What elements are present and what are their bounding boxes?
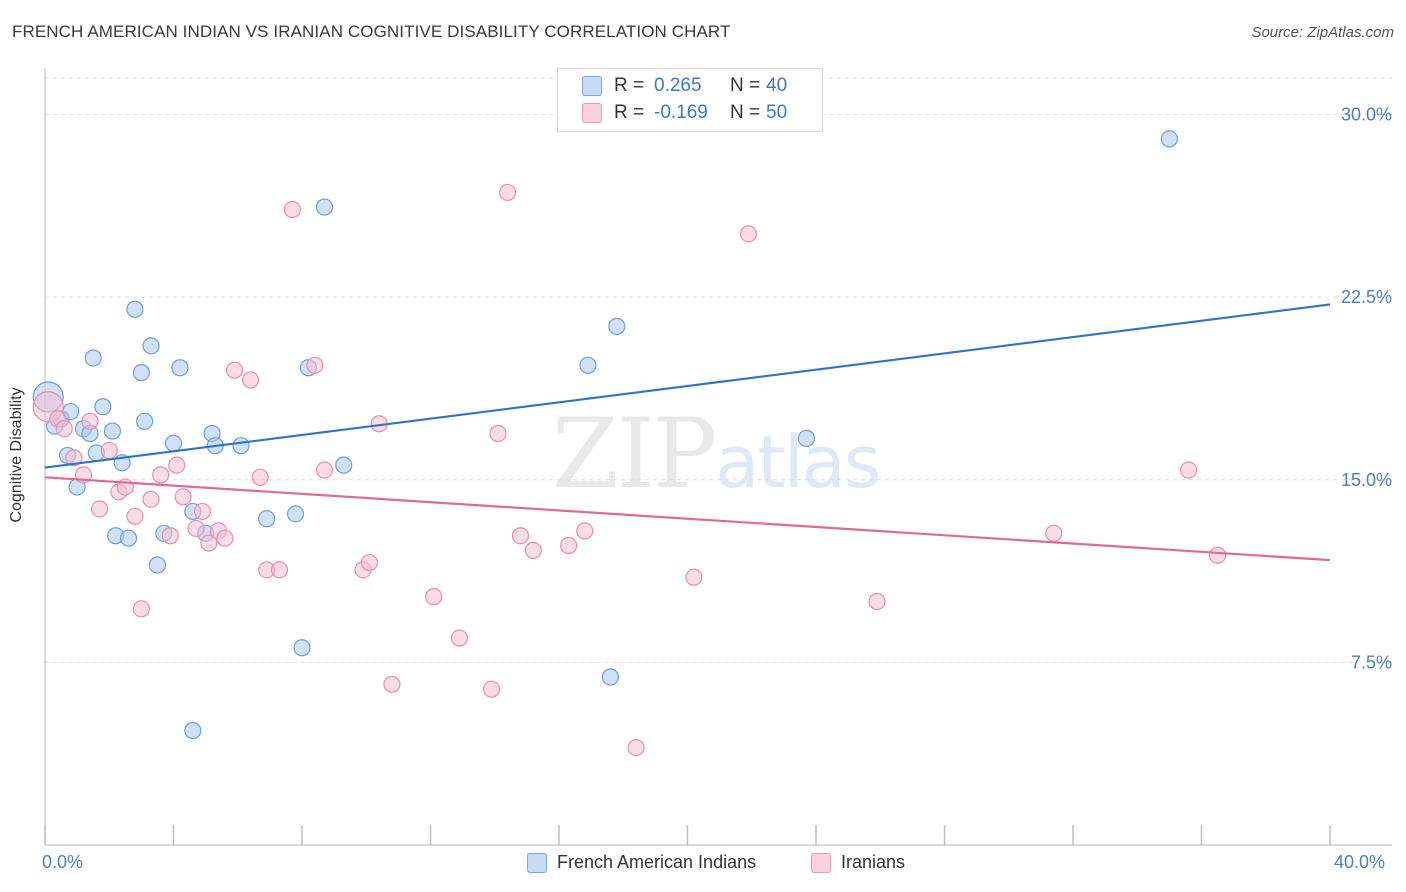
- iranian-point: [524, 541, 542, 559]
- french-american-indian-point: [94, 398, 112, 416]
- iranian-point: [576, 522, 594, 540]
- french-american-indian-point: [132, 364, 150, 382]
- chart-title: FRENCH AMERICAN INDIAN VS IRANIAN COGNIT…: [12, 22, 731, 41]
- iranian-point: [270, 561, 289, 579]
- iranian-point: [251, 468, 269, 486]
- iranian-point: [187, 519, 205, 538]
- iranian-point: [560, 536, 578, 555]
- x-tick-label-max: 40.0%: [1334, 852, 1386, 872]
- watermark-zip: ZIP: [552, 398, 717, 510]
- iranian-point: [126, 507, 144, 525]
- french-american-indian-point: [293, 639, 311, 657]
- pink-swatch-icon: [582, 103, 602, 123]
- french-american-indian-point: [797, 429, 815, 447]
- iranian-point: [739, 225, 758, 243]
- y-axis-title: Cognitive Disability: [8, 387, 25, 523]
- legend-item-label: French American Indians: [557, 852, 757, 872]
- legend-row-french-american-indians: R = 0.265 N = 40: [582, 75, 787, 97]
- iranian-point: [627, 739, 645, 757]
- y-tick-label: 22.5%: [1341, 287, 1392, 307]
- iranian-point: [193, 502, 212, 521]
- french-american-indian-point: [286, 505, 305, 523]
- french-american-indian-point: [126, 300, 144, 318]
- iranian-point: [868, 592, 886, 611]
- french-american-indian-point: [103, 422, 122, 440]
- french-american-indian-point: [184, 721, 202, 740]
- french-american-indian-point: [579, 356, 597, 374]
- iranian-point: [315, 461, 334, 479]
- french-american-indian-point: [335, 456, 353, 474]
- iranian-point: [1045, 524, 1063, 542]
- french-american-indian-point: [258, 510, 276, 528]
- iranian-point: [511, 527, 530, 545]
- iranian-point: [383, 675, 401, 693]
- french-american-indian-point: [608, 317, 626, 335]
- iranian-point: [161, 527, 179, 545]
- legend-n-value: 40: [766, 75, 788, 96]
- iranian-point: [685, 568, 703, 586]
- legend-series: French American Indians Iranians: [0, 852, 1406, 878]
- y-tick-label: 7.5%: [1351, 652, 1392, 672]
- french-american-indian-trend-line: [44, 303, 1331, 469]
- watermark-atlas: atlas: [715, 420, 881, 504]
- legend-n-label: N =: [730, 75, 761, 96]
- legend-n-value: 50: [766, 102, 788, 123]
- iranian-point: [306, 356, 324, 374]
- french-american-indian-point: [1160, 130, 1178, 148]
- iranian-point: [1180, 461, 1198, 479]
- legend-stats: R = 0.265 N = 40 R = -0.169 N = 50: [557, 68, 823, 132]
- y-tick-label: 15.0%: [1341, 470, 1392, 490]
- french-american-indian-point: [171, 359, 189, 377]
- iranian-point: [425, 588, 443, 606]
- y-tick-label: 30.0%: [1341, 105, 1392, 125]
- iranian-point: [81, 412, 99, 430]
- legend-item-iranians[interactable]: Iranians: [811, 852, 905, 873]
- french-american-indian-point: [164, 434, 183, 452]
- french-american-indian-point: [142, 337, 160, 355]
- legend-item-label: Iranians: [841, 852, 906, 872]
- legend-row-iranians: R = -0.169 N = 50: [582, 102, 787, 124]
- iranian-point: [489, 424, 507, 443]
- iranian-point: [225, 361, 244, 379]
- blue-swatch-icon: [582, 76, 602, 96]
- iranian-point: [132, 600, 150, 618]
- source-label: Source: ZipAtlas.com: [1251, 24, 1394, 41]
- iranian-point: [216, 529, 234, 547]
- iranian-point: [482, 680, 501, 698]
- legend-r-value: -0.169: [654, 102, 708, 123]
- french-american-indian-point: [119, 529, 138, 547]
- iranian-point: [1208, 546, 1227, 564]
- iranian-point: [152, 466, 170, 484]
- iranian-point: [283, 200, 301, 219]
- legend-r-label: R =: [614, 102, 645, 123]
- watermark: ZIPatlas: [552, 398, 881, 510]
- iranian-point: [450, 629, 469, 647]
- french-american-indian-point: [232, 437, 250, 455]
- french-american-indian-point: [84, 349, 102, 367]
- legend-n-label: N =: [730, 102, 761, 123]
- blue-swatch-icon: [527, 852, 547, 873]
- iranian-point: [242, 371, 260, 389]
- iranian-point: [499, 183, 517, 202]
- legend-r-label: R =: [614, 75, 645, 96]
- iranian-point: [65, 449, 83, 467]
- french-american-indian-point: [601, 668, 620, 686]
- legend-r-value: 0.265: [654, 75, 702, 96]
- french-american-indian-point: [135, 412, 154, 430]
- iranian-point: [91, 500, 109, 518]
- x-tick-label-min: 0.0%: [42, 852, 84, 872]
- iranian-trend-line: [44, 476, 1331, 562]
- legend-item-french-american-indians[interactable]: French American Indians: [527, 852, 756, 873]
- pink-swatch-icon: [811, 852, 831, 873]
- iranian-point: [200, 534, 218, 552]
- iranian-point: [100, 441, 118, 460]
- iranian-point: [55, 420, 73, 438]
- french-american-indian-point: [148, 556, 167, 574]
- iranian-point: [174, 488, 192, 506]
- iranian-point: [168, 456, 186, 474]
- iranian-point: [142, 490, 160, 508]
- french-american-indian-point: [315, 198, 334, 216]
- iranian-point: [360, 553, 379, 572]
